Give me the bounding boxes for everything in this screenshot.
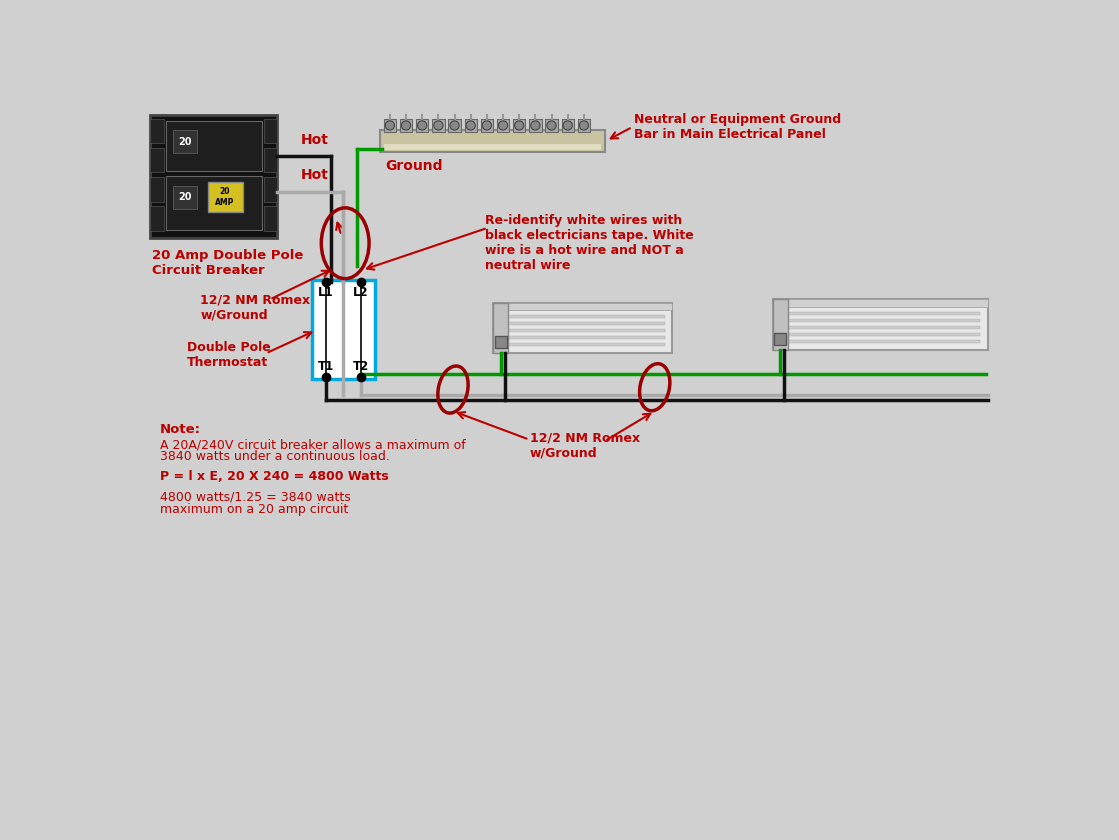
Bar [416,119,429,132]
Bar [264,118,278,143]
Bar [772,300,988,307]
Bar [508,322,665,325]
Bar [312,281,375,379]
Text: T2: T2 [352,360,368,373]
Circle shape [515,121,524,130]
Bar [508,343,665,345]
Text: 4800 watts/1.25 = 3840 watts: 4800 watts/1.25 = 3840 watts [160,491,350,503]
Bar [772,300,788,349]
Text: A 20A/240V circuit breaker allows a maximum of: A 20A/240V circuit breaker allows a maxi… [160,438,466,451]
Bar [577,119,590,132]
Circle shape [498,121,508,130]
Text: T1: T1 [318,360,335,373]
Bar [464,119,477,132]
Bar [788,333,980,336]
Bar [399,119,412,132]
Bar [264,207,278,231]
Circle shape [434,121,443,130]
Text: 20
AMP: 20 AMP [215,187,235,207]
Bar [562,119,574,132]
Bar [150,148,164,172]
Bar [545,119,557,132]
Bar [513,119,525,132]
Bar [493,302,508,353]
Text: Hot: Hot [301,133,328,147]
Bar [481,119,493,132]
Text: 3840 watts under a continuous load.: 3840 watts under a continuous load. [160,450,389,464]
Bar [495,336,507,348]
Bar [173,186,197,208]
Text: Ground: Ground [385,159,443,172]
Circle shape [450,121,459,130]
Text: Note:: Note: [160,423,200,436]
Bar [529,119,542,132]
Circle shape [547,121,556,130]
Circle shape [563,121,572,130]
Text: L2: L2 [352,286,368,299]
Bar [150,207,164,231]
Bar [788,339,980,343]
Bar [772,300,988,349]
Text: L1: L1 [318,286,333,299]
Bar [508,328,665,332]
Bar [150,177,164,202]
Bar [788,312,980,315]
Bar [384,119,396,132]
Bar [493,302,673,310]
Text: 12/2 NM Romex
w/Ground: 12/2 NM Romex w/Ground [530,432,640,460]
Bar [264,177,278,202]
Text: Double Pole
Thermostat: Double Pole Thermostat [187,341,271,369]
Text: 20: 20 [178,192,191,202]
Bar [508,336,665,339]
Text: 20: 20 [178,137,191,147]
Bar [379,130,604,151]
Circle shape [417,121,426,130]
Circle shape [580,121,589,130]
Text: 20 Amp Double Pole
Circuit Breaker: 20 Amp Double Pole Circuit Breaker [152,249,303,276]
Bar [432,119,444,132]
Bar [166,176,262,230]
Bar [774,333,787,345]
Bar [150,118,164,143]
Text: P = l x E, 20 X 240 = 4800 Watts: P = l x E, 20 X 240 = 4800 Watts [160,470,388,483]
Text: Hot: Hot [301,168,328,181]
Circle shape [530,121,540,130]
Bar [208,182,243,212]
Circle shape [467,121,476,130]
Bar [508,315,665,318]
Bar [264,148,278,172]
Text: Neutral or Equipment Ground
Bar in Main Electrical Panel: Neutral or Equipment Ground Bar in Main … [634,113,841,141]
Circle shape [385,121,395,130]
Bar [173,130,197,153]
Text: 12/2 NM Romex
w/Ground: 12/2 NM Romex w/Ground [200,293,311,321]
Text: Re-identify white wires with
black electricians tape. White
wire is a hot wire a: Re-identify white wires with black elect… [486,214,694,272]
Bar [384,144,601,150]
Circle shape [402,121,411,130]
Bar [150,114,278,238]
Bar [788,318,980,322]
Text: maximum on a 20 amp circuit: maximum on a 20 amp circuit [160,502,348,516]
Bar [493,302,673,353]
Circle shape [482,121,491,130]
Bar [449,119,461,132]
Bar [166,121,262,171]
Bar [788,326,980,328]
Bar [497,119,509,132]
